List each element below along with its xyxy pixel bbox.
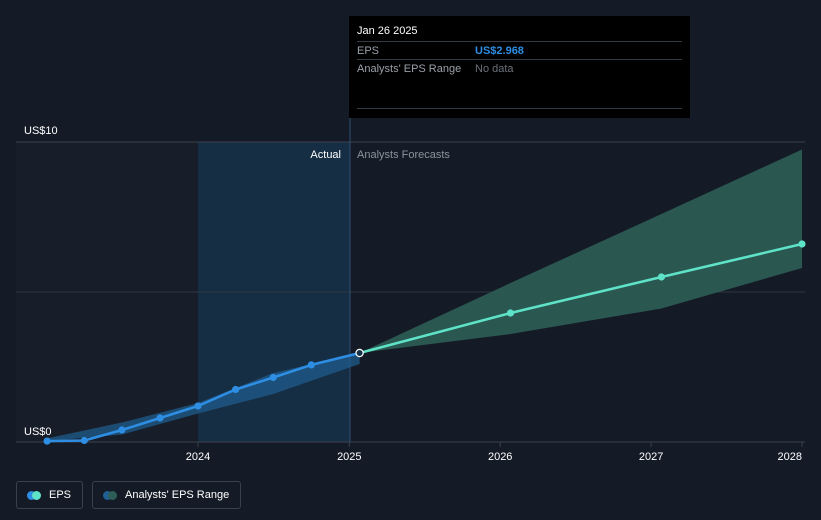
y-tick-label: US$10 bbox=[24, 125, 58, 137]
x-tick-label: 2024 bbox=[186, 451, 210, 463]
eps-range-band-forecast bbox=[360, 150, 802, 354]
tooltip-date: Jan 26 2025 bbox=[357, 24, 682, 41]
eps-current-point bbox=[356, 349, 363, 356]
eps-point-forecast bbox=[798, 240, 805, 247]
legend-range-label: Analysts' EPS Range bbox=[125, 489, 229, 501]
eps-point-actual bbox=[270, 374, 277, 381]
x-tick-label: 2026 bbox=[488, 451, 512, 463]
eps-point-forecast bbox=[507, 309, 514, 316]
eps-point-actual bbox=[44, 438, 51, 445]
x-tick-label: 2028 bbox=[778, 451, 802, 463]
tooltip-row-eps: EPS US$2.968 bbox=[357, 41, 682, 59]
eps-point-actual bbox=[232, 386, 239, 393]
y-tick-label: US$0 bbox=[24, 426, 52, 438]
legend-eps-toggle[interactable]: EPS bbox=[16, 481, 83, 509]
eps-point-actual bbox=[156, 414, 163, 421]
eps-point-actual bbox=[194, 402, 201, 409]
eps-legend-icon bbox=[27, 491, 41, 500]
tooltip-eps-label: EPS bbox=[357, 45, 475, 57]
chart-legend: EPS Analysts' EPS Range bbox=[16, 481, 241, 509]
tooltip-divider bbox=[357, 108, 682, 109]
tooltip-eps-value: US$2.968 bbox=[475, 45, 524, 57]
eps-point-actual bbox=[308, 361, 315, 368]
legend-range-toggle[interactable]: Analysts' EPS Range bbox=[92, 481, 241, 509]
eps-point-actual bbox=[81, 437, 88, 444]
data-tooltip: Jan 26 2025 EPS US$2.968 Analysts' EPS R… bbox=[349, 16, 690, 118]
forecast-label: Analysts Forecasts bbox=[357, 149, 450, 161]
legend-eps-label: EPS bbox=[49, 489, 71, 501]
tooltip-range-value: No data bbox=[475, 63, 514, 75]
actual-label: Actual bbox=[310, 149, 341, 161]
eps-point-forecast bbox=[658, 273, 665, 280]
range-legend-icon bbox=[103, 491, 117, 500]
tooltip-range-label: Analysts' EPS Range bbox=[357, 63, 475, 75]
x-tick-label: 2025 bbox=[337, 451, 361, 463]
x-tick-label: 2027 bbox=[639, 451, 663, 463]
tooltip-row-range: Analysts' EPS Range No data bbox=[357, 59, 682, 77]
eps-point-actual bbox=[118, 426, 125, 433]
